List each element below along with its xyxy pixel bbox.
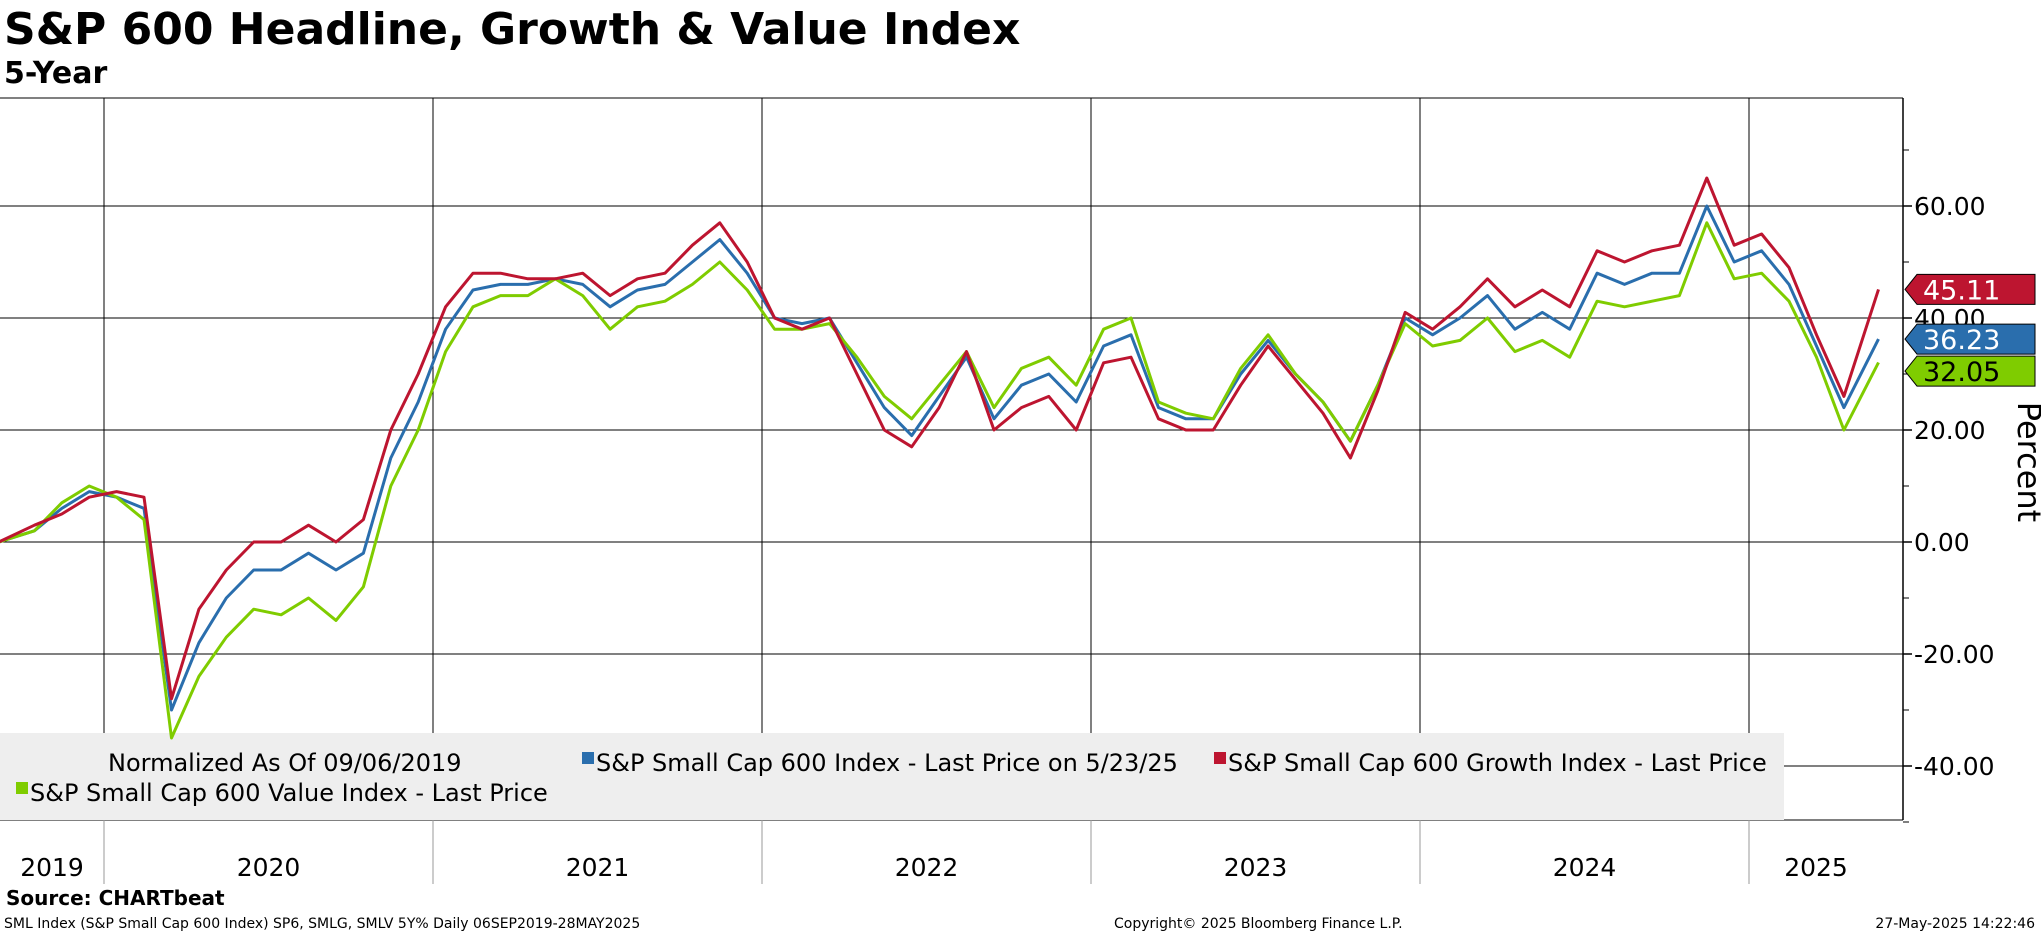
chart-subtitle: 5-Year bbox=[4, 56, 108, 91]
footer-copyright: Copyright© 2025 Bloomberg Finance L.P. bbox=[1114, 916, 1403, 932]
x-tick-label: 2024 bbox=[1553, 853, 1617, 882]
series-line-growth bbox=[0, 176, 1880, 701]
footer-timestamp: 27-May-2025 14:22:46 bbox=[1875, 916, 2035, 932]
legend-box bbox=[0, 733, 1784, 820]
legend-entry-value: S&P Small Cap 600 Value Index - Last Pri… bbox=[30, 779, 548, 807]
chart-title: S&P 600 Headline, Growth & Value Index bbox=[4, 4, 1021, 55]
last-value-tag bbox=[1904, 323, 2036, 355]
legend-swatch bbox=[582, 752, 594, 764]
last-value-tag bbox=[1904, 273, 2036, 305]
source-label: Source: CHARTbeat bbox=[6, 886, 225, 910]
y-tick-label: 60.00 bbox=[1914, 192, 1986, 221]
legend-note: Normalized As Of 09/06/2019 bbox=[108, 749, 462, 777]
footer-details: SML Index (S&P Small Cap 600 Index) SP6,… bbox=[4, 916, 641, 932]
y-axis-label: Percent bbox=[2010, 402, 2041, 522]
legend-entry-growth: S&P Small Cap 600 Growth Index - Last Pr… bbox=[1228, 749, 1767, 777]
x-tick-label: 2021 bbox=[566, 853, 630, 882]
legend-swatch bbox=[1214, 752, 1226, 764]
series-line-value bbox=[0, 221, 1880, 740]
last-value-tag bbox=[1904, 355, 2036, 387]
y-tick-label: -40.00 bbox=[1914, 752, 1995, 781]
x-tick-label: 2020 bbox=[237, 853, 301, 882]
last-value-label: 32.05 bbox=[1923, 357, 2000, 388]
legend-entry-headline: S&P Small Cap 600 Index - Last Price on … bbox=[596, 749, 1178, 777]
x-tick-label: 2025 bbox=[1784, 853, 1848, 882]
series-line-headline bbox=[0, 204, 1880, 712]
x-tick-label: 2023 bbox=[1224, 853, 1288, 882]
x-tick-label: 2022 bbox=[895, 853, 959, 882]
legend-swatch bbox=[16, 782, 28, 794]
x-tick-label: 2019 bbox=[20, 853, 84, 882]
last-value-label: 45.11 bbox=[1923, 275, 2000, 306]
y-tick-label: 0.00 bbox=[1914, 528, 1970, 557]
y-tick-label: 20.00 bbox=[1914, 416, 1986, 445]
y-tick-label: -20.00 bbox=[1914, 640, 1995, 669]
last-value-label: 36.23 bbox=[1923, 325, 2000, 356]
